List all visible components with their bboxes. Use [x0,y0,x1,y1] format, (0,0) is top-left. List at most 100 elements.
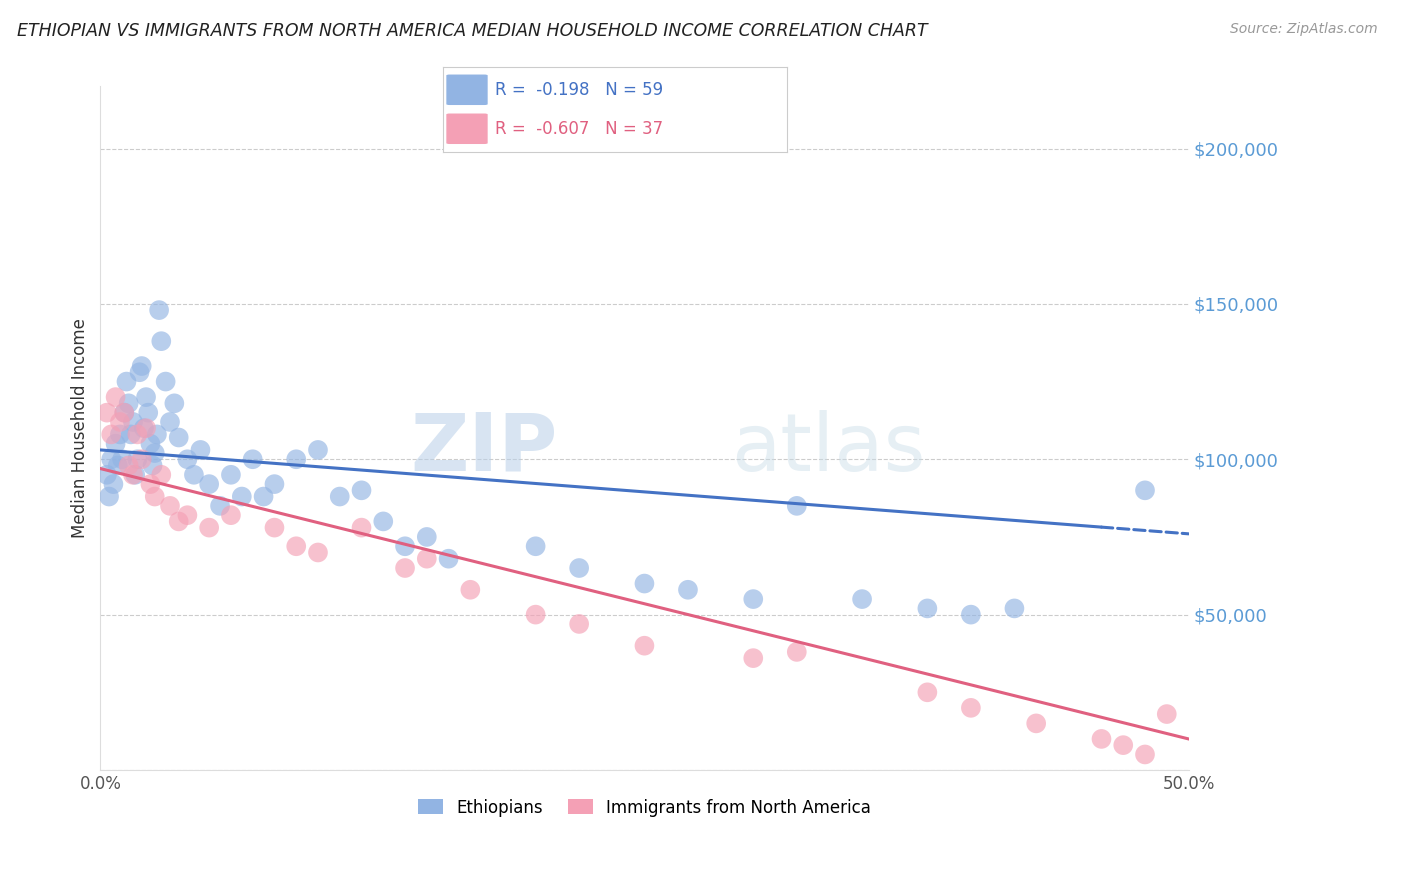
Point [159,499,181,513]
Point [108,415,131,429]
Point [231,490,253,504]
Point [676,582,699,597]
Point [117,396,139,410]
Point [142,458,165,473]
Point [1156,707,1178,722]
Point [143,446,166,460]
Point [167,515,190,529]
Text: ETHIOPIAN VS IMMIGRANTS FROM NORTH AMERICA MEDIAN HOUSEHOLD INCOME CORRELATION C: ETHIOPIAN VS IMMIGRANTS FROM NORTH AMERI… [17,22,928,40]
Point [122,415,145,429]
Point [1090,731,1112,746]
Point [394,561,416,575]
Point [1133,747,1156,762]
Point [155,375,177,389]
Point [136,406,159,420]
Point [139,477,162,491]
Point [742,592,765,607]
Point [176,452,198,467]
Point [209,499,232,513]
Point [263,520,285,534]
Point [198,477,221,491]
Point [307,442,329,457]
Point [127,427,149,442]
Point [132,421,155,435]
Point [263,477,285,491]
Point [219,508,242,523]
Point [633,576,655,591]
Point [96,406,118,420]
Point [127,452,149,467]
Point [190,442,212,457]
Point [124,467,146,482]
Point [307,545,329,559]
Point [107,458,129,473]
Point [568,616,591,631]
Point [111,452,134,467]
Point [960,607,983,622]
Point [219,467,242,482]
Point [437,551,460,566]
Point [252,490,274,504]
Point [742,651,765,665]
Point [117,458,139,473]
Point [150,467,173,482]
Text: R =  -0.607   N = 37: R = -0.607 N = 37 [495,120,662,137]
Point [167,430,190,444]
Point [103,477,125,491]
FancyBboxPatch shape [446,113,488,144]
Text: atlas: atlas [731,409,927,488]
Point [131,452,153,467]
Point [416,551,439,566]
Point [285,539,308,553]
Point [329,490,352,504]
Point [100,427,122,442]
Point [394,539,416,553]
Point [350,520,373,534]
Point [135,390,157,404]
FancyBboxPatch shape [446,75,488,105]
Point [108,427,131,442]
Point [100,452,122,467]
Point [120,427,142,442]
Point [786,645,808,659]
Point [633,639,655,653]
Point [568,561,591,575]
Point [1002,601,1025,615]
Point [460,582,482,597]
Point [1133,483,1156,498]
Point [159,415,181,429]
Point [917,601,939,615]
Point [139,436,162,450]
Point [135,421,157,435]
Point [122,467,145,482]
Point [115,375,138,389]
Point [150,334,173,348]
Point [163,396,186,410]
Y-axis label: Median Household Income: Median Household Income [72,318,89,538]
Point [104,390,127,404]
Point [112,406,135,420]
Point [285,452,308,467]
Point [524,607,547,622]
Point [242,452,264,467]
Point [416,530,439,544]
Point [104,436,127,450]
Point [786,499,808,513]
Point [198,520,221,534]
Text: ZIP: ZIP [411,409,557,488]
Text: Source: ZipAtlas.com: Source: ZipAtlas.com [1230,22,1378,37]
Point [146,427,169,442]
Point [128,365,150,379]
Point [373,515,395,529]
Point [1112,738,1135,752]
Point [131,359,153,373]
Point [917,685,939,699]
Text: R =  -0.198   N = 59: R = -0.198 N = 59 [495,81,662,99]
Point [176,508,198,523]
Point [148,303,170,318]
Point [851,592,873,607]
Point [350,483,373,498]
Point [98,490,121,504]
Point [143,490,166,504]
Point [96,467,118,482]
